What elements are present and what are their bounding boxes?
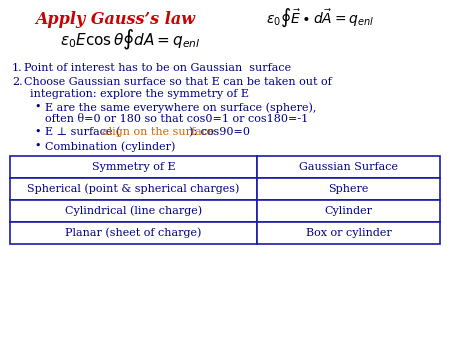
Text: E are the same everywhere on surface (sphere),: E are the same everywhere on surface (sp… xyxy=(45,102,316,113)
Text: •: • xyxy=(34,141,40,151)
Text: Apply Gauss’s law: Apply Gauss’s law xyxy=(35,11,195,28)
Text: align on the surface: align on the surface xyxy=(102,127,214,137)
Text: Combination (cylinder): Combination (cylinder) xyxy=(45,141,176,151)
Text: 1.: 1. xyxy=(12,63,22,73)
Text: •: • xyxy=(34,127,40,137)
Text: often θ=0 or 180 so that cos0=1 or cos180=-1: often θ=0 or 180 so that cos0=1 or cos18… xyxy=(45,114,308,124)
Bar xyxy=(257,156,440,178)
Text: Symmetry of E: Symmetry of E xyxy=(92,162,176,172)
Text: Cylinder: Cylinder xyxy=(324,206,373,216)
Bar xyxy=(10,200,257,222)
Text: ): cos90=0: ): cos90=0 xyxy=(189,127,250,137)
Text: $\varepsilon_0 \oint \vec{E} \bullet d\vec{A} = q_{enl}$: $\varepsilon_0 \oint \vec{E} \bullet d\v… xyxy=(266,7,374,29)
Bar xyxy=(10,178,257,200)
Text: •: • xyxy=(34,102,40,112)
Bar xyxy=(257,222,440,244)
Text: 2.: 2. xyxy=(12,77,22,87)
Bar xyxy=(10,156,257,178)
Text: Cylindrical (line charge): Cylindrical (line charge) xyxy=(65,206,202,216)
Text: Spherical (point & spherical charges): Spherical (point & spherical charges) xyxy=(27,184,240,194)
Text: Sphere: Sphere xyxy=(328,184,369,194)
Text: integration: explore the symmetry of E: integration: explore the symmetry of E xyxy=(30,89,249,99)
Text: Planar (sheet of charge): Planar (sheet of charge) xyxy=(65,228,202,238)
Text: Box or cylinder: Box or cylinder xyxy=(306,228,392,238)
Text: E ⊥ surface (: E ⊥ surface ( xyxy=(45,127,121,137)
Text: Gaussian Surface: Gaussian Surface xyxy=(299,162,398,172)
Text: Choose Gaussian surface so that E can be taken out of: Choose Gaussian surface so that E can be… xyxy=(24,77,332,87)
Bar xyxy=(257,200,440,222)
Text: Point of interest has to be on Gaussian  surface: Point of interest has to be on Gaussian … xyxy=(24,63,291,73)
Bar xyxy=(10,222,257,244)
Text: $\varepsilon_0 E \cos\theta \oint dA = q_{enl}$: $\varepsilon_0 E \cos\theta \oint dA = q… xyxy=(60,28,200,52)
Bar xyxy=(257,178,440,200)
